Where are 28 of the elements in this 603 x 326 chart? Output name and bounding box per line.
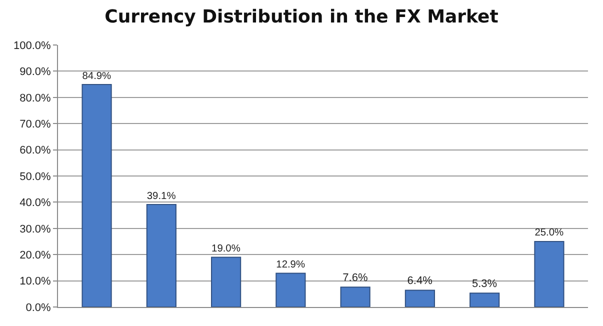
data-label: 7.6% xyxy=(342,272,368,284)
bar xyxy=(276,272,306,307)
bar xyxy=(211,256,242,307)
bar xyxy=(82,84,112,307)
y-tick-label: 0.0% xyxy=(26,302,52,314)
data-label: 6.4% xyxy=(407,275,433,288)
y-tick-label: 30.0% xyxy=(20,223,52,236)
y-tick-label: 40.0% xyxy=(20,197,52,210)
data-label: 84.9% xyxy=(82,70,112,82)
chart-title: Currency Distribution in the FX Market xyxy=(104,6,499,28)
y-tick-label: 20.0% xyxy=(20,249,52,262)
bar xyxy=(470,292,500,307)
bar xyxy=(404,290,435,307)
bar xyxy=(340,286,370,307)
data-label: 39.1% xyxy=(146,190,176,202)
y-tick-label: 90.0% xyxy=(20,66,52,78)
y-tick-label: 50.0% xyxy=(20,170,52,183)
data-label: 19.0% xyxy=(212,243,240,254)
y-tick-label: 80.0% xyxy=(20,92,52,104)
y-tick-label: 70.0% xyxy=(20,118,52,130)
bar xyxy=(146,204,176,307)
bar xyxy=(534,241,564,307)
y-tick-label: 60.0% xyxy=(20,144,52,157)
data-label: 25.0% xyxy=(534,228,564,239)
data-label: 12.9% xyxy=(276,259,306,270)
y-tick-label: 100.0% xyxy=(13,40,52,52)
data-label: 5.3% xyxy=(472,278,498,290)
y-tick-label: 10.0% xyxy=(20,276,52,288)
